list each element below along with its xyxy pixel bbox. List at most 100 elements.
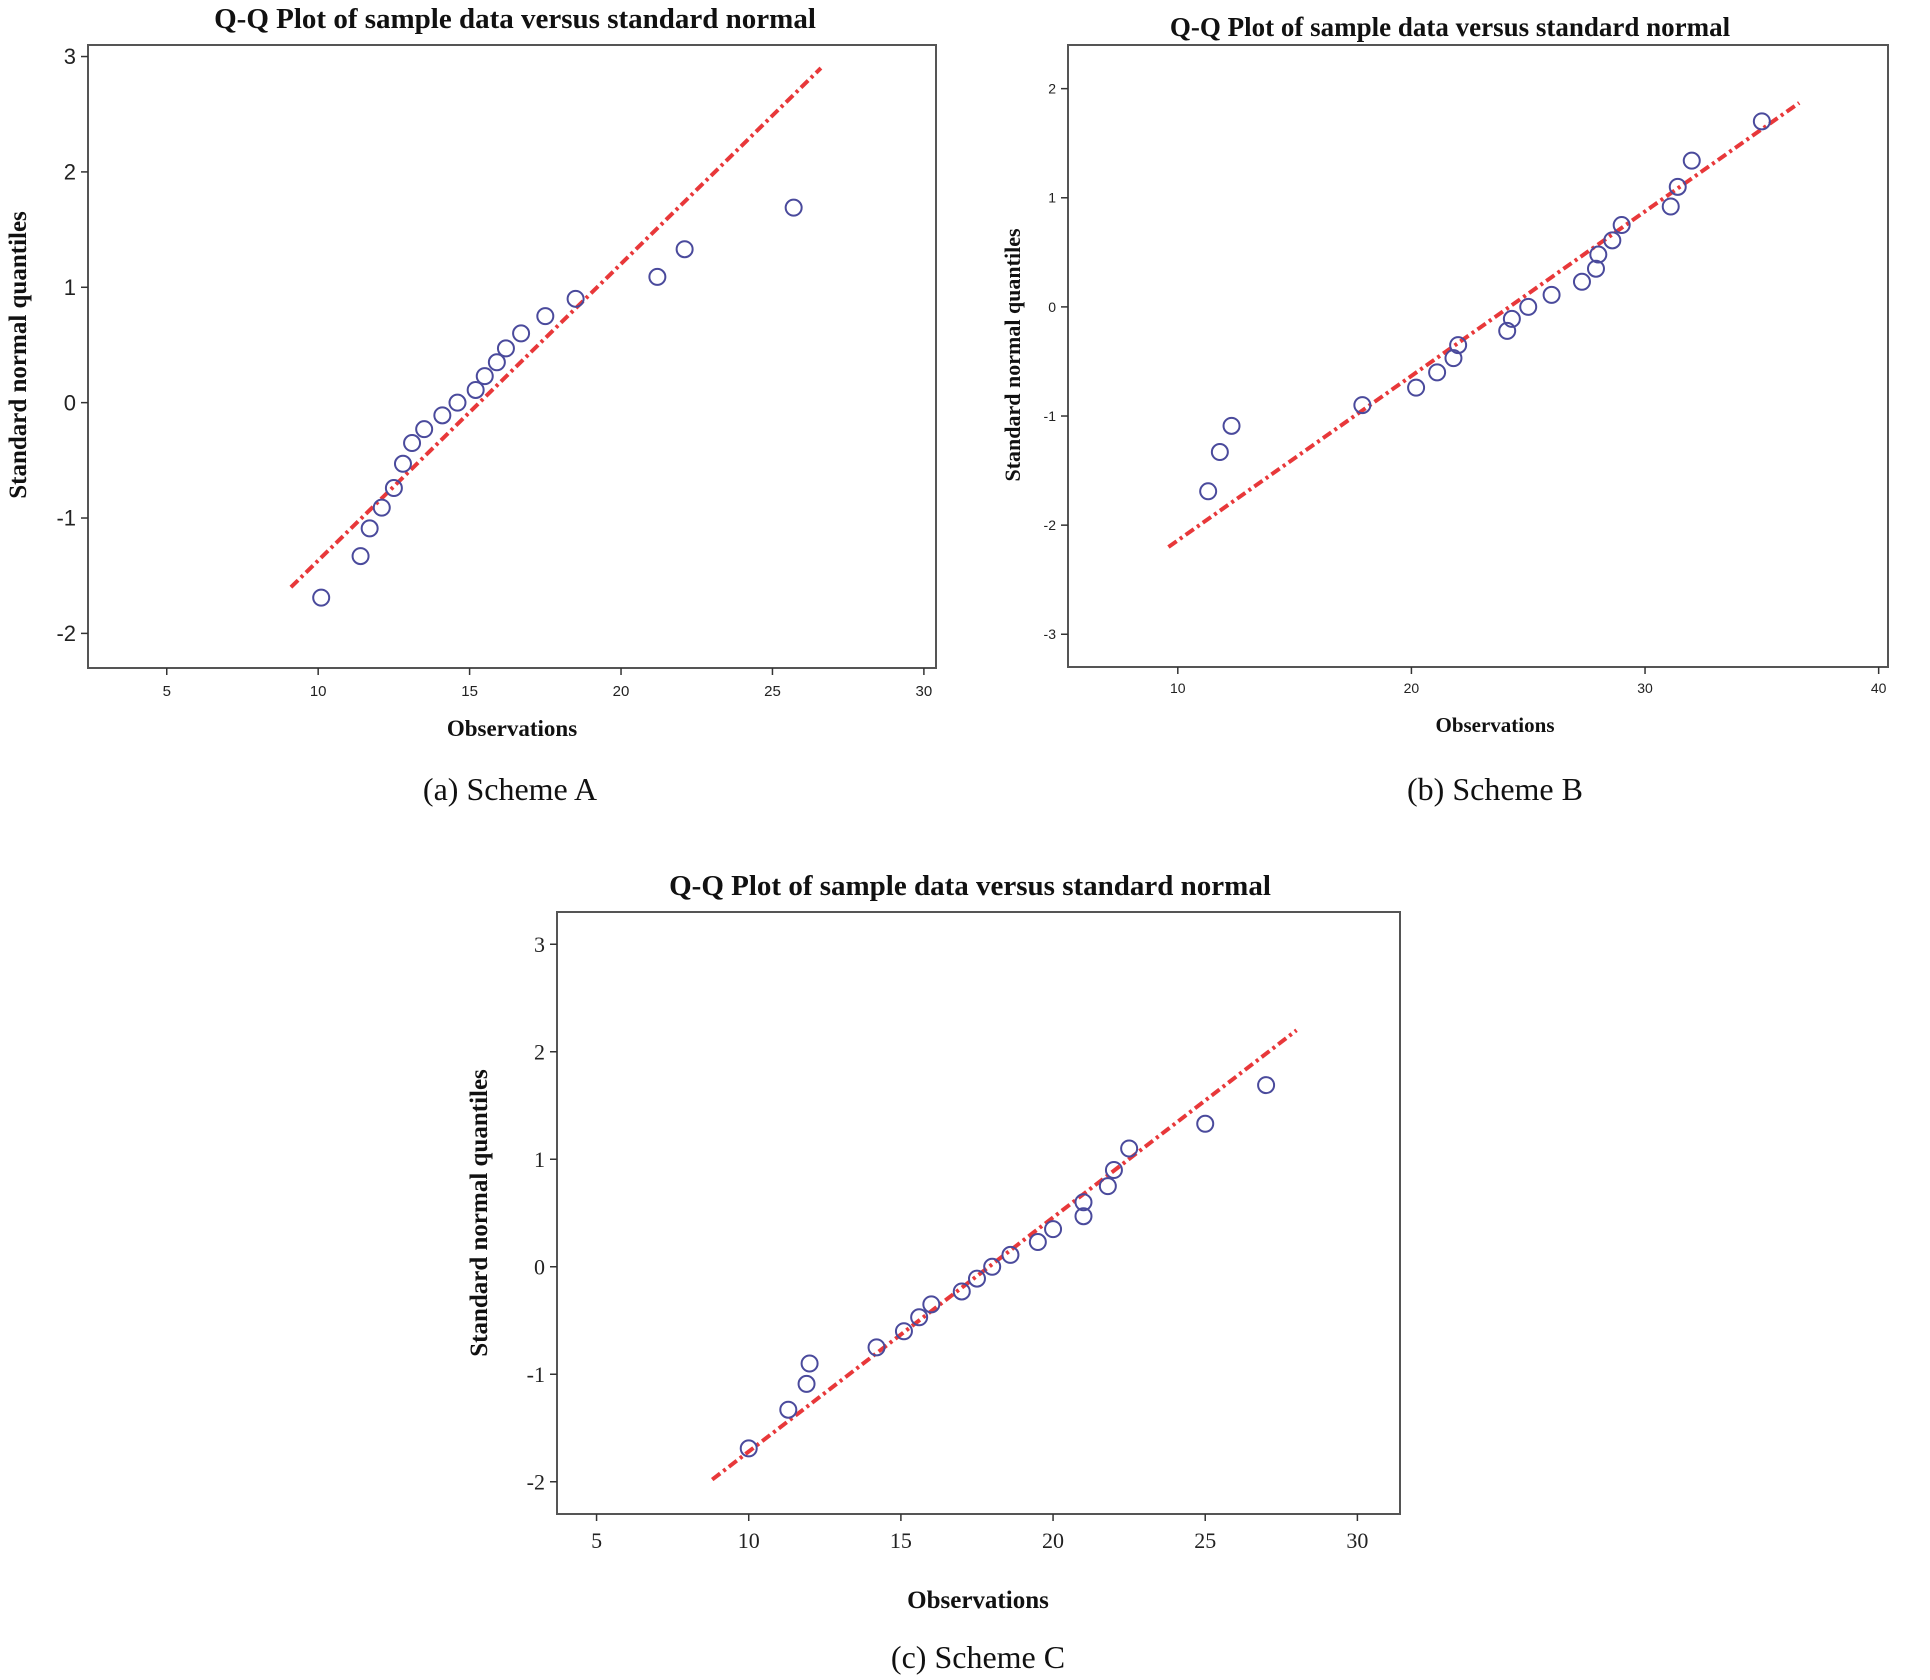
x-tick-label: 20: [1404, 680, 1420, 696]
data-point: [536, 307, 555, 326]
data-point: [1682, 151, 1701, 170]
x-tick-label: 10: [1170, 680, 1186, 696]
panel-caption: (b) Scheme B: [1407, 771, 1583, 807]
data-point: [922, 1295, 941, 1314]
y-axis-label: Standard normal quantiles: [466, 1069, 493, 1357]
data-point: [675, 240, 694, 259]
data-point: [433, 406, 452, 425]
data-point: [496, 339, 515, 358]
x-axis-ticks: 5 10 15 20 25 30: [163, 668, 932, 700]
x-tick-label: 25: [764, 683, 781, 700]
x-tick-label: 10: [310, 683, 327, 700]
data-points-layer: [739, 1076, 1276, 1458]
y-tick-label: -3: [1044, 626, 1057, 642]
data-point: [1502, 309, 1521, 328]
data-point: [797, 1374, 816, 1393]
chart-title: Q-Q Plot of sample data versus standard …: [1170, 12, 1731, 42]
data-point: [894, 1322, 913, 1341]
x-axis-label: Observations: [447, 716, 577, 741]
reference-line-layer: [289, 66, 823, 589]
x-tick-label: 40: [1871, 680, 1887, 696]
data-point: [487, 353, 506, 372]
data-point: [1098, 1177, 1117, 1196]
x-tick-label: 20: [613, 683, 630, 700]
data-point: [1603, 231, 1622, 250]
x-axis-label: Observations: [1435, 713, 1554, 737]
y-tick-label: 1: [534, 1147, 545, 1172]
data-point: [475, 367, 494, 386]
data-point: [1120, 1139, 1139, 1158]
y-tick-label: 2: [64, 160, 76, 185]
y-tick-label: 0: [64, 390, 76, 415]
data-point: [952, 1282, 971, 1301]
data-point: [351, 547, 370, 566]
data-point: [466, 380, 485, 399]
y-tick-label: 1: [1048, 190, 1056, 206]
data-point: [566, 289, 585, 308]
data-point: [1257, 1076, 1276, 1095]
reference-line-layer: [710, 1028, 1298, 1482]
data-point: [784, 198, 803, 217]
y-tick-label: 0: [534, 1254, 545, 1279]
data-point: [1752, 112, 1771, 131]
y-tick-label: -1: [527, 1362, 545, 1387]
y-axis-ticks: -2 -1 0 1 2 3: [527, 932, 557, 1494]
y-tick-label: 2: [1048, 81, 1056, 97]
data-point: [1210, 443, 1229, 462]
data-points-layer: [1199, 112, 1771, 501]
data-point: [1498, 321, 1517, 340]
y-axis-ticks: -2 -1 0 1 2 3: [56, 44, 88, 646]
data-point: [1353, 396, 1372, 415]
x-tick-label: 20: [1042, 1528, 1064, 1553]
x-tick-label: 5: [163, 683, 171, 700]
data-point: [648, 267, 667, 286]
data-points-layer: [312, 198, 803, 607]
y-axis-label: Standard normal quantiles: [1000, 228, 1025, 481]
data-point: [1519, 297, 1538, 316]
data-point: [1074, 1207, 1093, 1226]
data-point: [360, 519, 379, 538]
x-tick-label: 10: [738, 1528, 760, 1553]
data-point: [867, 1338, 886, 1357]
data-point: [1028, 1233, 1047, 1252]
x-tick-label: 30: [1637, 680, 1653, 696]
data-point: [910, 1308, 929, 1327]
data-point: [779, 1400, 798, 1419]
chart-title: Q-Q Plot of sample data versus standard …: [669, 870, 1271, 902]
data-point: [1428, 363, 1447, 382]
reference-line-layer: [1167, 101, 1801, 549]
qq-plot-panel-a: Q-Q Plot of sample data versus standard …: [5, 3, 937, 807]
plot-frame: [1067, 44, 1889, 668]
data-point: [1612, 216, 1631, 235]
data-point: [403, 434, 422, 453]
data-point: [800, 1354, 819, 1373]
data-point: [1586, 259, 1605, 278]
data-point: [1542, 285, 1561, 304]
data-point: [1668, 177, 1687, 196]
data-point: [393, 454, 412, 473]
x-axis-ticks: 10 20 30 40: [1170, 667, 1887, 696]
x-axis-ticks: 5 10 15 20 25 30: [591, 1514, 1368, 1553]
y-tick-label: -2: [1044, 517, 1057, 533]
data-point: [1044, 1220, 1063, 1239]
y-tick-label: -2: [56, 621, 76, 646]
x-tick-label: 30: [1346, 1528, 1368, 1553]
y-tick-label: -1: [1044, 408, 1057, 424]
x-tick-label: 15: [461, 683, 478, 700]
y-tick-label: 3: [64, 44, 76, 69]
reference-line: [1167, 101, 1801, 549]
y-axis-ticks: -3 -2 -1 0 1 2: [1044, 81, 1068, 642]
data-point: [1104, 1161, 1123, 1179]
y-tick-label: -1: [56, 506, 76, 531]
data-point: [1449, 336, 1468, 355]
data-point: [415, 420, 434, 439]
data-point: [1222, 416, 1241, 435]
data-point: [1589, 245, 1608, 264]
data-point: [983, 1257, 1002, 1276]
data-point: [1196, 1114, 1215, 1133]
y-tick-label: 2: [534, 1039, 545, 1064]
reference-line: [289, 66, 823, 589]
data-point: [967, 1269, 986, 1288]
data-point: [1444, 349, 1463, 368]
